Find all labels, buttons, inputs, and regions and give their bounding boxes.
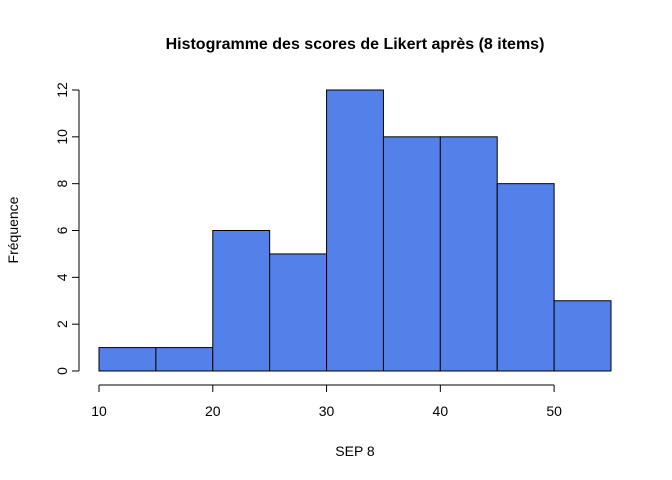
- histogram-bar: [382, 136, 441, 372]
- x-tick-label: 40: [433, 403, 449, 419]
- x-tick-label: 20: [205, 403, 221, 419]
- y-axis: 0 2 4 6 8 10 12: [54, 82, 80, 375]
- x-tick-label: 50: [546, 403, 562, 419]
- histogram-bar: [496, 183, 555, 372]
- y-axis-label: Fréquence: [5, 196, 21, 263]
- y-tick-label: 12: [54, 82, 70, 98]
- chart-title: Histogramme des scores de Likert après (…: [166, 36, 545, 53]
- histogram-bar: [155, 347, 214, 372]
- y-tick-label: 10: [54, 129, 70, 145]
- x-tick-label: 10: [91, 403, 107, 419]
- x-axis-label: SEP 8: [335, 443, 375, 459]
- histogram-bar: [439, 136, 498, 372]
- histogram-bar: [212, 230, 271, 372]
- y-tick-label: 4: [54, 273, 70, 281]
- y-tick-label: 8: [54, 180, 70, 188]
- x-tick-label: 30: [319, 403, 335, 419]
- y-tick-label: 2: [54, 320, 70, 328]
- x-axis: 10 20 30 40 50: [91, 384, 562, 419]
- histogram-bar: [553, 300, 612, 372]
- y-tick-label: 0: [54, 367, 70, 375]
- histogram-bar: [98, 347, 157, 372]
- y-tick-label: 6: [54, 226, 70, 234]
- histogram-bar: [326, 89, 384, 372]
- histogram-bar: [269, 253, 328, 372]
- bars-group: [98, 89, 612, 372]
